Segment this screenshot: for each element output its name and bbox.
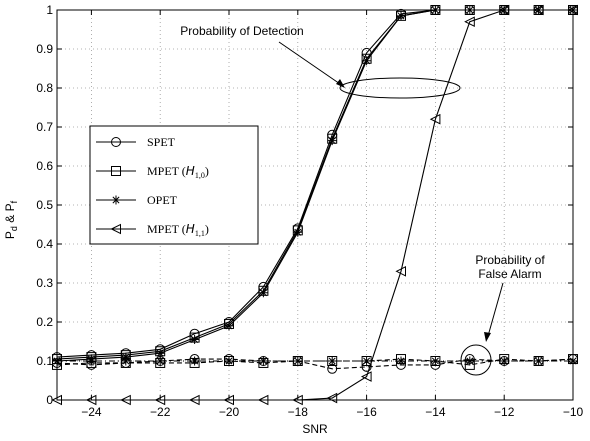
annotation-detection-arrow bbox=[278, 41, 344, 87]
series-opet-detection-point bbox=[362, 56, 372, 66]
legend: SPET MPET (H1,0) OPET MPET (H1,1) bbox=[89, 125, 259, 245]
legend-marker bbox=[111, 195, 121, 205]
annotation-false-alarm-arrow bbox=[487, 282, 504, 337]
axis-ticks: −24 −22 −20 −18 −16 −14 −12 −10 0 0.1 0.2 0.3 0.4 0.5… bbox=[36, 3, 583, 419]
series-mpet-h-1-1-detection-point bbox=[395, 265, 406, 277]
y-label-p1: P bbox=[3, 231, 17, 239]
legend-marker bbox=[111, 137, 121, 147]
legend-marker bbox=[111, 166, 121, 176]
legend-label: OPET bbox=[147, 193, 178, 207]
series-opet-false-alarm-point bbox=[396, 356, 406, 366]
series-opet-false-alarm-point bbox=[430, 356, 440, 366]
annotation-detection: Probability of Detection bbox=[180, 24, 461, 99]
series-opet-false-alarm-point bbox=[362, 356, 372, 366]
x-tick-label: −20 bbox=[219, 405, 240, 419]
annotation-detection-arrowhead bbox=[336, 79, 345, 88]
annotation-false-alarm-line2: False Alarm bbox=[478, 267, 541, 281]
series-mpet-h-1-0-false-alarm-line bbox=[56, 358, 574, 366]
x-tick-label: −22 bbox=[150, 405, 171, 419]
y-axis-label: Pd & Pf bbox=[3, 200, 19, 239]
series-opet-false-alarm-point bbox=[327, 356, 337, 366]
x-axis-label: SNR bbox=[302, 422, 328, 436]
series-opet-false-alarm bbox=[52, 356, 578, 366]
y-tick-label: 0.5 bbox=[36, 198, 53, 212]
series-spet-false-alarm-line bbox=[56, 358, 574, 370]
series-opet-false-alarm-point bbox=[293, 356, 303, 366]
legend-item-opet: OPET bbox=[96, 193, 178, 207]
series-opet-false-alarm-point bbox=[465, 356, 475, 366]
series-opet-detection-point bbox=[396, 11, 406, 21]
series-opet-false-alarm-point bbox=[86, 356, 96, 366]
y-tick-label: 0.7 bbox=[36, 120, 53, 134]
series-opet-detection-point bbox=[224, 321, 234, 331]
legend-item-mpet-h-1-1: MPET (H1,1) bbox=[96, 222, 209, 238]
series-opet-detection-point bbox=[258, 288, 268, 298]
series-opet-false-alarm-point bbox=[190, 356, 200, 366]
annotation-false-alarm-arrowhead bbox=[484, 332, 491, 342]
legend-item-spet: SPET bbox=[96, 135, 176, 149]
series-opet-false-alarm-point bbox=[155, 356, 165, 366]
series-opet-detection-point bbox=[155, 348, 165, 358]
series-spet-false-alarm bbox=[52, 354, 578, 374]
series-opet-detection-point bbox=[293, 227, 303, 237]
legend-item-mpet-h-1-0: MPET (H1,0) bbox=[96, 164, 209, 180]
annotation-detection-ellipse bbox=[339, 77, 461, 99]
series-opet-detection-point bbox=[190, 335, 200, 345]
series-opet-detection-point bbox=[327, 136, 337, 146]
y-label-d: d bbox=[9, 226, 19, 231]
x-tick-label: −12 bbox=[494, 405, 515, 419]
svg-text:Pd & Pf: Pd & Pf bbox=[3, 200, 19, 239]
legend-label: MPET (H1,0) bbox=[147, 164, 209, 180]
annotation-false-alarm-line1: Probability of bbox=[475, 253, 545, 267]
y-tick-label: 0.6 bbox=[36, 159, 53, 173]
x-tick-label: −10 bbox=[563, 405, 584, 419]
x-tick-label: −16 bbox=[356, 405, 377, 419]
y-tick-label: 0.9 bbox=[36, 42, 53, 56]
y-tick-label: 0 bbox=[46, 393, 53, 407]
y-tick-label: 1 bbox=[46, 3, 53, 17]
annotation-false-alarm: Probability of False Alarm bbox=[460, 253, 545, 376]
series-mpet-h-1-1-detection-point bbox=[429, 113, 441, 125]
series-opet-false-alarm-point bbox=[534, 356, 544, 366]
legend-label: SPET bbox=[147, 135, 176, 149]
y-tick-label: 0.8 bbox=[36, 81, 53, 95]
y-tick-label: 0.4 bbox=[36, 237, 53, 251]
series-opet-false-alarm-point bbox=[121, 356, 131, 366]
series-opet-false-alarm-point bbox=[224, 356, 234, 366]
x-tick-label: −18 bbox=[288, 405, 309, 419]
y-tick-label: 0.1 bbox=[36, 354, 53, 368]
x-tick-label: −14 bbox=[425, 405, 446, 419]
series-opet-false-alarm-point bbox=[499, 356, 509, 366]
series-opet-false-alarm-point bbox=[258, 356, 268, 366]
series-mpet-h-1-1-detection-point bbox=[464, 16, 475, 28]
annotation-false-alarm-circle bbox=[460, 344, 492, 376]
x-tick-label: −24 bbox=[81, 405, 102, 419]
annotation-detection-text: Probability of Detection bbox=[180, 24, 303, 38]
y-tick-label: 0.2 bbox=[36, 315, 53, 329]
legend-marker bbox=[110, 223, 121, 235]
legend-label: MPET (H1,1) bbox=[147, 222, 209, 238]
y-label-f: f bbox=[9, 200, 19, 203]
series-mpet-h-1-1-detection-point bbox=[360, 371, 372, 382]
y-label-amp: & P bbox=[3, 203, 17, 226]
y-tick-label: 0.3 bbox=[36, 276, 53, 290]
